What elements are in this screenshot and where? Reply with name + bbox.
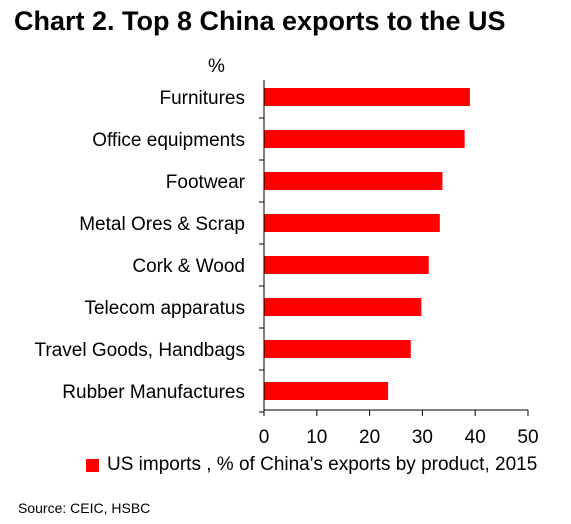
- category-label: Travel Goods, Handbags: [34, 340, 245, 361]
- bar: [264, 130, 465, 148]
- category-labels: Furnitures Office equipments Footwear Metal…: [34, 88, 245, 403]
- category-label: Telecom apparatus: [84, 298, 245, 319]
- x-tick-label: 30: [412, 427, 433, 448]
- source-note: Source: CEIC, HSBC: [18, 500, 151, 516]
- x-tick-label: 40: [465, 427, 486, 448]
- bars: [259, 88, 470, 413]
- bar: [264, 88, 470, 106]
- bar: [264, 298, 422, 316]
- bar: [264, 256, 429, 274]
- bar: [264, 172, 443, 190]
- x-axis-ticks: 0 10 20 30 40 50: [259, 410, 539, 448]
- legend-label: US imports , % of China's exports by pro…: [107, 454, 538, 475]
- x-tick-label: 0: [259, 427, 270, 448]
- category-label: Metal Ores & Scrap: [79, 214, 245, 235]
- x-tick-label: 10: [306, 427, 327, 448]
- category-label: Office equipments: [92, 130, 245, 151]
- bar: [264, 382, 389, 400]
- x-tick-label: 20: [359, 427, 380, 448]
- bar: [264, 214, 440, 232]
- bar: [264, 340, 411, 358]
- x-tick-label: 50: [517, 427, 538, 448]
- legend-swatch: [86, 458, 99, 472]
- category-label: Cork & Wood: [132, 256, 245, 277]
- chart-title: Chart 2. Top 8 China exports to the US: [14, 6, 506, 36]
- legend: US imports , % of China's exports by pro…: [86, 454, 537, 476]
- category-label: Furnitures: [159, 88, 245, 109]
- unit-label: %: [208, 56, 225, 77]
- category-label: Footwear: [166, 172, 246, 193]
- category-label: Rubber Manufactures: [62, 382, 245, 403]
